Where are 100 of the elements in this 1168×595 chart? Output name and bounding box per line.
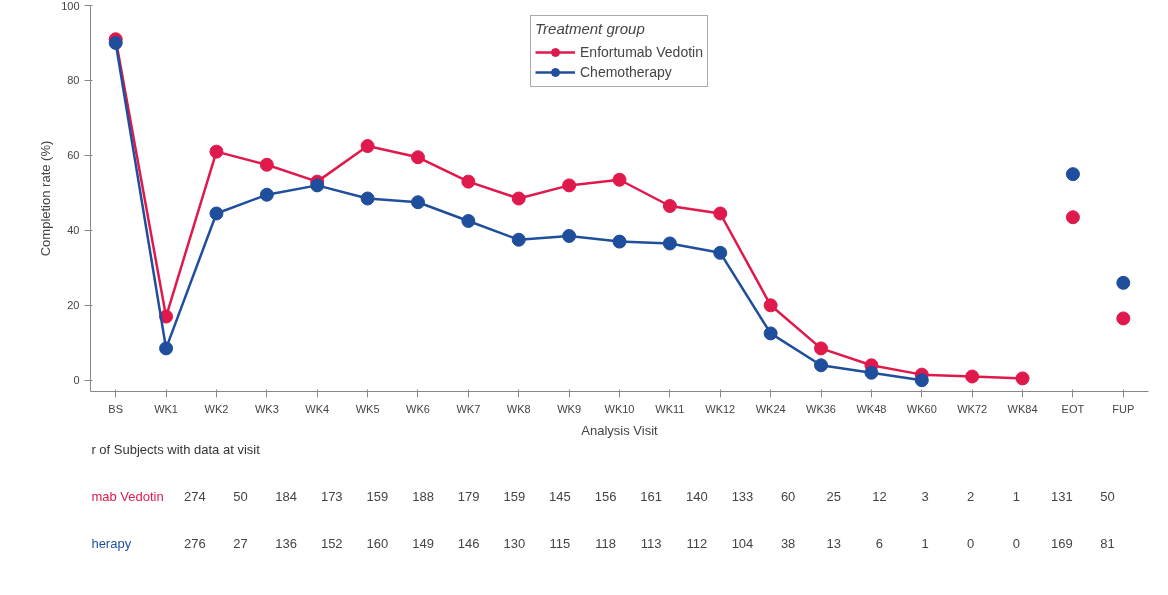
x-tick-label: WK72	[957, 402, 988, 415]
text: 115	[549, 536, 571, 552]
point	[310, 178, 325, 193]
text: 81	[1100, 536, 1115, 552]
point	[360, 191, 375, 206]
point	[360, 139, 375, 154]
text: 136	[275, 536, 297, 552]
text: 2	[967, 489, 975, 505]
text: 188	[412, 489, 434, 505]
x-tick-label: WK12	[705, 402, 736, 415]
y-tick-label: 80	[67, 74, 80, 87]
y-axis-title: Completion rate (%)	[38, 140, 54, 257]
point	[511, 191, 526, 206]
point	[511, 232, 526, 247]
text: 38	[780, 536, 796, 552]
point	[763, 326, 778, 341]
text: herapy	[91, 536, 132, 552]
text: 133	[731, 489, 754, 505]
point	[461, 214, 476, 228]
text: 149	[412, 536, 434, 552]
point	[461, 174, 476, 189]
x-tick-label: WK6	[406, 402, 430, 415]
point	[209, 144, 224, 159]
point	[713, 245, 728, 260]
text: 13	[826, 536, 841, 552]
x-tick-label: WK9	[557, 402, 582, 415]
text: 25	[826, 489, 841, 505]
point	[864, 365, 879, 380]
legend-label: Chemotherapy	[580, 64, 672, 80]
text: 113	[640, 536, 662, 552]
text: 169	[1051, 536, 1073, 552]
point	[662, 199, 677, 213]
point	[562, 178, 577, 193]
text: 179	[457, 489, 480, 505]
text: r of Subjects with data at visit	[91, 442, 261, 458]
text: 173	[320, 489, 343, 505]
point	[1015, 371, 1030, 386]
x-tick-label: WK24	[755, 402, 786, 415]
point	[965, 369, 980, 384]
text: 274	[184, 489, 206, 505]
legend-title: Treatment group	[535, 20, 646, 37]
y-tick-label: 0	[73, 374, 80, 387]
text: 161	[640, 489, 663, 505]
text: 184	[275, 489, 297, 505]
text: 145	[549, 489, 571, 505]
point	[159, 341, 174, 356]
text: 3	[921, 489, 929, 505]
text: 131	[1051, 489, 1073, 505]
point	[612, 234, 627, 249]
text: 50	[233, 489, 248, 505]
point	[612, 172, 627, 187]
y-tick-label: 40	[67, 224, 80, 237]
point	[763, 298, 778, 313]
text: 130	[503, 536, 526, 552]
text: 156	[594, 489, 617, 505]
text: 60	[780, 489, 796, 505]
text: 27	[233, 536, 248, 552]
text: 12	[872, 489, 887, 505]
x-tick-label: WK1	[154, 402, 178, 415]
text: 1	[921, 536, 929, 552]
text: 160	[366, 536, 389, 552]
y-tick-label: 20	[67, 299, 80, 312]
legend-label: Enfortumab Vedotin	[580, 44, 703, 60]
point	[814, 358, 829, 373]
x-tick-label: WK7	[456, 402, 481, 415]
text: 6	[875, 536, 883, 552]
point	[662, 236, 677, 251]
x-tick-label: WK2	[204, 402, 229, 415]
point	[914, 373, 929, 388]
x-tick-label: WK48	[856, 402, 887, 415]
point	[259, 157, 274, 172]
text: 1	[1012, 489, 1020, 505]
text: 159	[503, 489, 526, 505]
text: 118	[595, 536, 616, 552]
text: mab Vedotin	[91, 489, 164, 505]
x-tick-label: BS	[108, 402, 124, 415]
text: 140	[685, 489, 708, 505]
text: 152	[320, 536, 343, 552]
y-tick-label: 100	[61, 0, 80, 12]
x-tick-label: WK60	[906, 402, 937, 415]
point	[713, 206, 728, 221]
y-tick-label: 60	[67, 149, 80, 162]
point	[814, 341, 829, 356]
point	[259, 187, 274, 202]
text: 146	[457, 536, 480, 552]
point	[209, 206, 224, 221]
text: 112	[686, 536, 708, 552]
point	[562, 228, 577, 243]
x-tick-label: WK36	[806, 402, 837, 415]
x-tick-label: WK5	[355, 402, 380, 415]
text: 159	[366, 489, 389, 505]
text: 104	[731, 536, 754, 552]
text: 50	[1100, 489, 1115, 505]
point	[410, 150, 425, 165]
point	[410, 195, 425, 210]
text: 0	[967, 536, 975, 552]
x-tick-label: EOT	[1061, 402, 1085, 415]
x-tick-label: WK8	[506, 402, 531, 415]
x-axis-title: Analysis Visit	[581, 422, 659, 438]
x-tick-label: FUP	[1112, 402, 1135, 415]
